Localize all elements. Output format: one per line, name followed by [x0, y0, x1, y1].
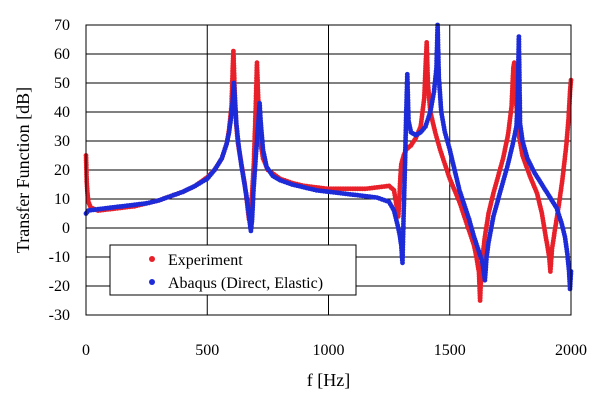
x-tick-label: 1500: [434, 342, 466, 359]
y-tick-label: 50: [54, 75, 70, 92]
y-tick-label: 60: [54, 46, 70, 63]
y-tick-label: 30: [54, 133, 70, 150]
y-tick-label: 0: [62, 220, 70, 237]
x-tick-label: 1000: [313, 342, 345, 359]
y-tick-label: 10: [54, 191, 70, 208]
plot-frame: [85, 24, 572, 316]
y-tick-label: 20: [54, 162, 70, 179]
y-axis-label: Transfer Function [dB]: [13, 87, 33, 253]
x-tick-label: 0: [82, 342, 90, 359]
legend-marker-abaqus: [149, 279, 155, 285]
x-axis-label: f [Hz]: [307, 370, 350, 390]
series-abaqus: [83, 22, 574, 292]
tick-labels: -30 -20 -10 0 10 20 30 40 50 60 70 0 500 1000 1500 2000: [49, 17, 587, 359]
y-tick-label: -10: [49, 249, 70, 266]
y-tick-label: 40: [54, 104, 70, 121]
legend-label-abaqus: Abaqus (Direct, Elastic): [168, 275, 323, 292]
y-tick-label: -30: [49, 307, 70, 324]
x-tick-label: 2000: [555, 342, 587, 359]
legend-marker-experiment: [149, 256, 155, 262]
legend-label-experiment: Experiment: [168, 252, 243, 269]
y-tick-label: -20: [49, 278, 70, 295]
y-tick-label: 70: [54, 17, 70, 34]
x-tick-label: 500: [195, 342, 219, 359]
legend-box: [109, 244, 357, 296]
legend: Experiment Abaqus (Direct, Elastic): [109, 244, 357, 296]
data-series: [83, 22, 574, 303]
